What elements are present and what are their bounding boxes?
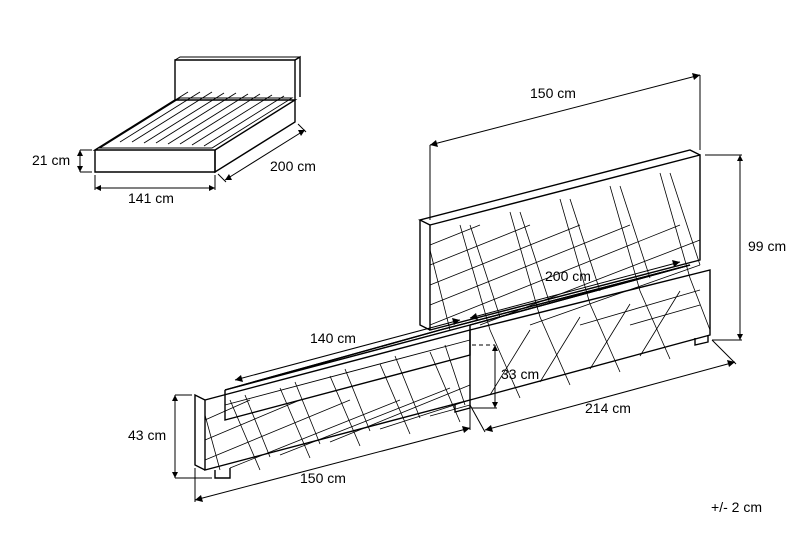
label-headboard-width: 150 cm [530,85,576,101]
label-small-height: 21 cm [32,152,70,168]
main-bed-drawing [195,150,710,478]
dim-small-height [77,150,92,172]
label-total-height: 99 cm [748,238,786,254]
label-small-depth: 200 cm [270,158,316,174]
dim-footboard-height [172,395,212,478]
label-footboard-height: 43 cm [128,427,166,443]
label-total-width: 150 cm [300,470,346,486]
dim-total-width [195,405,470,502]
dim-small-width [95,175,215,191]
diagram-canvas: 21 cm 141 cm 200 cm 150 cm 99 cm 140 cm … [0,0,800,533]
small-bed-drawing [95,57,300,172]
label-small-width: 141 cm [128,190,174,206]
dim-total-depth [470,340,736,432]
label-mattress-width: 140 cm [310,330,356,346]
label-mattress-depth: 200 cm [545,268,591,284]
diagram-svg [0,0,800,533]
label-tolerance: +/- 2 cm [711,499,762,515]
label-inner-height: 33 cm [501,366,539,382]
label-total-depth: 214 cm [585,400,631,416]
